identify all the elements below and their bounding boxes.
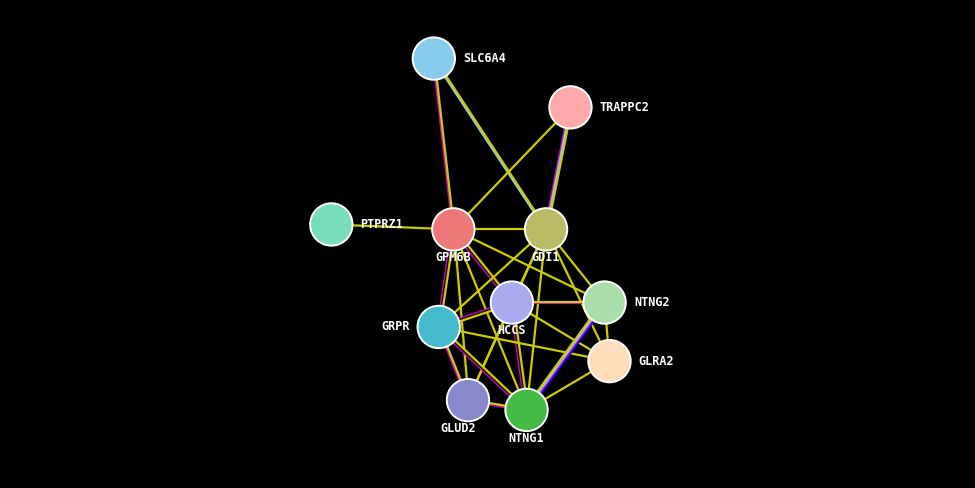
Circle shape <box>419 307 458 346</box>
Circle shape <box>492 283 531 322</box>
Text: GLRA2: GLRA2 <box>639 355 675 367</box>
Circle shape <box>490 281 533 324</box>
Circle shape <box>414 39 453 78</box>
Text: GLUD2: GLUD2 <box>441 422 476 435</box>
Circle shape <box>417 305 460 348</box>
Text: PTPRZ1: PTPRZ1 <box>361 218 404 231</box>
Circle shape <box>588 340 631 383</box>
Circle shape <box>412 37 455 80</box>
Circle shape <box>590 342 629 381</box>
Text: SLC6A4: SLC6A4 <box>463 52 506 65</box>
Text: TRAPPC2: TRAPPC2 <box>600 101 649 114</box>
Text: NTNG2: NTNG2 <box>634 296 670 309</box>
Text: GRPR: GRPR <box>381 321 410 333</box>
Circle shape <box>448 381 488 420</box>
Circle shape <box>432 208 475 251</box>
Circle shape <box>312 205 351 244</box>
Circle shape <box>505 388 548 431</box>
Circle shape <box>549 86 592 129</box>
Circle shape <box>310 203 353 246</box>
Circle shape <box>583 281 626 324</box>
Circle shape <box>585 283 624 322</box>
Circle shape <box>526 210 565 249</box>
Circle shape <box>434 210 473 249</box>
Circle shape <box>507 390 546 429</box>
Circle shape <box>525 208 567 251</box>
Text: NTNG1: NTNG1 <box>509 432 544 445</box>
Circle shape <box>447 379 489 422</box>
Text: GDI1: GDI1 <box>531 251 561 264</box>
Text: GPM6B: GPM6B <box>436 251 471 264</box>
Circle shape <box>551 88 590 127</box>
Text: HCCS: HCCS <box>497 325 526 337</box>
